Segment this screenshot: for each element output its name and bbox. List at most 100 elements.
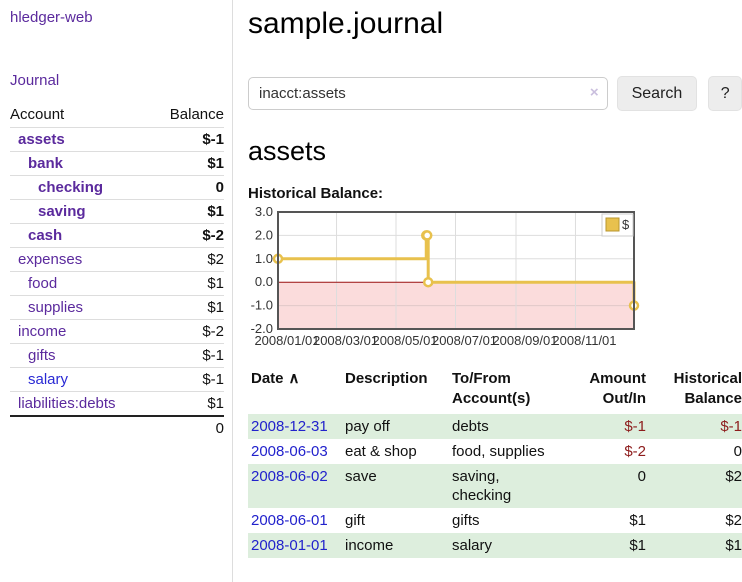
x-axis-tick: 2008/11/01 xyxy=(552,333,616,348)
transaction-amount: $-2 xyxy=(564,439,646,464)
legend-swatch xyxy=(606,218,619,231)
transaction-amount: $-1 xyxy=(564,414,646,439)
sidebar-account-income[interactable]: income xyxy=(18,323,66,340)
transaction-balance: $2 xyxy=(646,508,742,533)
account-balance: $2 xyxy=(151,248,224,272)
account-balance: $-1 xyxy=(151,128,224,152)
x-axis-tick: 2008/07/01 xyxy=(432,333,497,348)
transaction-date-link[interactable]: 2008-01-01 xyxy=(251,537,328,554)
register-header-balance: Historical Balance xyxy=(646,367,742,414)
transaction-accounts: gifts xyxy=(452,508,564,533)
x-axis-tick: 2008/09/01 xyxy=(492,333,557,348)
chart-label: Historical Balance: xyxy=(248,185,742,202)
account-row: cash $-2 xyxy=(10,224,224,248)
account-row: expenses $2 xyxy=(10,248,224,272)
account-row: saving $1 xyxy=(10,200,224,224)
transaction-description: gift xyxy=(345,508,452,533)
transaction-accounts: salary xyxy=(452,533,564,558)
search-input[interactable] xyxy=(248,77,608,110)
transaction-amount: $1 xyxy=(564,508,646,533)
search-form: × Search ? xyxy=(248,76,742,111)
transaction-balance: 0 xyxy=(646,439,742,464)
register-header-description: Description xyxy=(345,367,452,414)
account-balance: $-2 xyxy=(151,320,224,344)
transaction-balance: $1 xyxy=(646,533,742,558)
search-button[interactable]: Search xyxy=(617,76,698,111)
data-point-marker xyxy=(423,231,431,239)
account-row: income $-2 xyxy=(10,320,224,344)
account-row: salary $-1 xyxy=(10,368,224,392)
transaction-row: 2008-06-02savesaving, checking0$2 xyxy=(248,464,742,508)
transaction-balance: $2 xyxy=(646,464,742,508)
transaction-date-link[interactable]: 2008-06-03 xyxy=(251,443,328,460)
sidebar-account-bank[interactable]: bank xyxy=(28,155,63,172)
account-row: checking 0 xyxy=(10,176,224,200)
sidebar-account-supplies[interactable]: supplies xyxy=(28,299,83,316)
legend-label: $ xyxy=(622,217,630,232)
account-balance: $1 xyxy=(151,152,224,176)
x-axis-tick: 2008/03/01 xyxy=(313,333,378,348)
sidebar-account-checking[interactable]: checking xyxy=(38,179,103,196)
account-balance: $-1 xyxy=(151,344,224,368)
account-row: food$1 xyxy=(10,272,224,296)
register-table: Date∧ Description To/From Account(s) Amo… xyxy=(248,367,742,558)
transaction-accounts: food, supplies xyxy=(452,439,564,464)
transaction-accounts: debts xyxy=(452,414,564,439)
nav-journal-link[interactable]: Journal xyxy=(10,72,224,89)
accounts-header-row: Account Balance xyxy=(10,104,224,128)
x-axis-tick: 2008/05/01 xyxy=(372,333,437,348)
account-balance: $-2 xyxy=(151,224,224,248)
account-row: liabilities:debts$1 xyxy=(10,392,224,417)
account-row: assets $-1 xyxy=(10,128,224,152)
data-point-marker xyxy=(424,278,432,286)
sort-ascending-icon: ∧ xyxy=(289,370,300,387)
transaction-row: 2008-06-01 giftgifts$1$2 xyxy=(248,508,742,533)
transaction-accounts: saving, checking xyxy=(452,464,564,508)
transaction-amount: $1 xyxy=(564,533,646,558)
sidebar-account-liabilities-debts[interactable]: liabilities:debts xyxy=(18,395,116,412)
account-balance: $-1 xyxy=(151,368,224,392)
sidebar-account-gifts[interactable]: gifts xyxy=(28,347,56,364)
transaction-row: 2008-06-03 eat & shopfood, supplies$-20 xyxy=(248,439,742,464)
help-button[interactable]: ? xyxy=(708,76,742,111)
transaction-description: pay off xyxy=(345,414,452,439)
account-balance: $1 xyxy=(151,200,224,224)
accounts-total-row: 0 xyxy=(10,416,224,440)
register-body: 2008-12-31pay offdebts$-1$-12008-06-03ea… xyxy=(248,414,742,558)
sidebar-account-salary[interactable]: salary xyxy=(28,371,68,388)
transaction-amount: 0 xyxy=(564,464,646,508)
search-box: × xyxy=(248,77,608,110)
y-axis-tick: 1.0 xyxy=(255,251,273,266)
sidebar-account-expenses[interactable]: expenses xyxy=(18,251,82,268)
accounts-header-balance: Balance xyxy=(151,104,224,128)
accounts-total-value: 0 xyxy=(151,416,224,440)
sidebar-account-food[interactable]: food xyxy=(28,275,57,292)
y-axis-tick: 3.0 xyxy=(255,204,273,219)
transaction-balance: $-1 xyxy=(646,414,742,439)
sidebar-account-saving[interactable]: saving xyxy=(38,203,86,220)
account-row: gifts $-1 xyxy=(10,344,224,368)
app-brand-link[interactable]: hledger-web xyxy=(10,9,224,26)
chart-container: $3.02.01.00.0-1.0-2.02008/01/012008/03/0… xyxy=(248,210,742,352)
transaction-date-link[interactable]: 2008-06-01 xyxy=(251,512,328,529)
y-axis-tick: -1.0 xyxy=(251,298,273,313)
transaction-description: eat & shop xyxy=(345,439,452,464)
sidebar: hledger-web Journal Account Balance asse… xyxy=(0,0,233,582)
transaction-row: 2008-01-01incomesalary$1$1 xyxy=(248,533,742,558)
clear-search-icon[interactable]: × xyxy=(590,85,599,100)
register-header-date[interactable]: Date∧ xyxy=(248,367,345,414)
account-row: bank $1 xyxy=(10,152,224,176)
transaction-date-link[interactable]: 2008-12-31 xyxy=(251,418,328,435)
balance-chart: $3.02.01.00.0-1.0-2.02008/01/012008/03/0… xyxy=(248,210,742,352)
transaction-date-link[interactable]: 2008-06-02 xyxy=(251,468,328,485)
accounts-table: Account Balance assets $-1 bank $1 checking 0… xyxy=(10,104,224,440)
account-balance: 0 xyxy=(151,176,224,200)
accounts-header-account: Account xyxy=(10,104,151,128)
y-axis-tick: 2.0 xyxy=(255,227,273,242)
sidebar-account-assets[interactable]: assets xyxy=(18,131,65,148)
account-balance: $1 xyxy=(151,296,224,320)
register-header-amount: Amount Out/In xyxy=(564,367,646,414)
sidebar-account-cash[interactable]: cash xyxy=(28,227,62,244)
main-panel: sample.journal × Search ? assets Histori… xyxy=(248,0,742,558)
account-heading: assets xyxy=(248,136,742,167)
